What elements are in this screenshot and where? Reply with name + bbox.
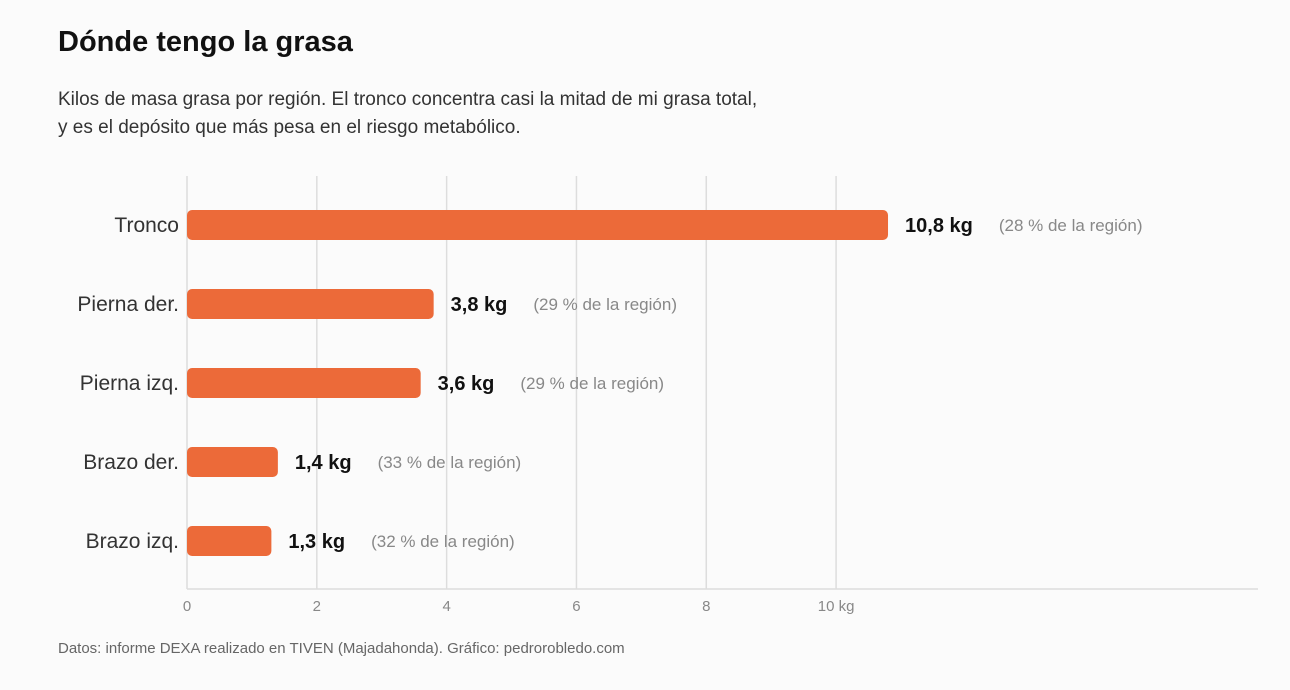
gridlines [186, 176, 837, 589]
value-label: 10,8 kg [905, 215, 973, 237]
value-label: 1,4 kg [295, 452, 352, 474]
subtitle-line-2: y es el depósito que más pesa en el ries… [58, 117, 521, 138]
x-tick-label: 0 [183, 598, 191, 615]
bar [187, 526, 272, 556]
subtitle-line-1: Kilos de masa grasa por región. El tronc… [58, 89, 758, 110]
x-tick-label: 8 [702, 598, 710, 615]
category-label: Brazo der. [83, 451, 179, 474]
x-tick-label: 6 [572, 598, 580, 615]
bar [187, 289, 434, 319]
share-annotation: (29 % de la región) [520, 374, 664, 393]
share-annotation: (28 % de la región) [999, 216, 1143, 235]
bar-chart: Tronco 10,8 kg (28 % de la región) Pierna d… [77, 176, 1258, 615]
bar [187, 368, 421, 398]
share-annotation: (32 % de la región) [371, 532, 515, 551]
bars [187, 210, 889, 556]
category-label: Brazo izq. [86, 530, 179, 553]
share-annotation: (33 % de la región) [378, 453, 522, 472]
source-note: Datos: informe DEXA realizado en TIVEN (… [58, 640, 625, 657]
x-tick-label: 2 [313, 598, 321, 615]
share-annotation: (29 % de la región) [533, 295, 677, 314]
bar [187, 210, 889, 240]
chart-title: Dónde tengo la grasa [58, 26, 353, 58]
category-label: Tronco [114, 214, 179, 237]
x-tick-label: 4 [442, 598, 450, 615]
bar-labels: Tronco 10,8 kg (28 % de la región) Pierna d… [77, 214, 1142, 553]
bar [187, 447, 278, 477]
x-tick-label: 10 kg [818, 598, 855, 615]
value-label: 3,8 kg [451, 294, 508, 316]
value-label: 3,6 kg [438, 373, 495, 395]
category-label: Pierna izq. [80, 372, 179, 395]
chart-subtitle: Kilos de masa grasa por región. El tronc… [58, 86, 878, 142]
category-label: Pierna der. [77, 293, 179, 316]
value-label: 1,3 kg [288, 531, 345, 553]
x-axis: 0 2 4 6 8 10 kg [183, 588, 1258, 615]
